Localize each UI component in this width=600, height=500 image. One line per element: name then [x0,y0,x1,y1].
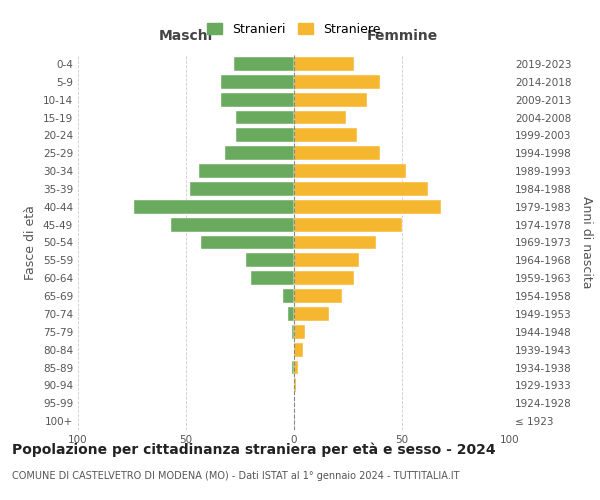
Bar [236,128,294,142]
Bar [294,110,346,124]
Bar [294,92,367,106]
Bar [292,325,294,339]
Bar [221,75,294,89]
Bar [294,128,356,142]
Bar [287,307,294,321]
Bar [201,236,294,250]
Bar [294,289,341,303]
Bar [283,289,294,303]
Bar [233,57,294,71]
Bar [236,110,294,124]
Bar [247,254,294,268]
Bar [292,360,294,374]
Bar [294,200,441,214]
Bar [294,360,298,374]
Bar [294,182,428,196]
Text: Maschi: Maschi [159,28,213,42]
Bar [294,146,380,160]
Bar [251,271,294,285]
Bar [294,342,302,356]
Bar [225,146,294,160]
Bar [190,182,294,196]
Bar [221,92,294,106]
Text: COMUNE DI CASTELVETRO DI MODENA (MO) - Dati ISTAT al 1° gennaio 2024 - TUTTITALI: COMUNE DI CASTELVETRO DI MODENA (MO) - D… [12,471,460,481]
Text: Femmine: Femmine [367,28,437,42]
Bar [294,307,329,321]
Bar [294,271,355,285]
Bar [199,164,294,178]
Bar [294,218,402,232]
Y-axis label: Fasce di età: Fasce di età [25,205,37,280]
Bar [294,236,376,250]
Bar [294,254,359,268]
Y-axis label: Anni di nascita: Anni di nascita [580,196,593,289]
Bar [294,164,406,178]
Bar [294,75,380,89]
Text: Popolazione per cittadinanza straniera per età e sesso - 2024: Popolazione per cittadinanza straniera p… [12,442,496,457]
Bar [134,200,294,214]
Bar [294,57,355,71]
Legend: Stranieri, Straniere: Stranieri, Straniere [202,18,386,41]
Bar [294,378,296,392]
Bar [171,218,294,232]
Bar [294,325,305,339]
